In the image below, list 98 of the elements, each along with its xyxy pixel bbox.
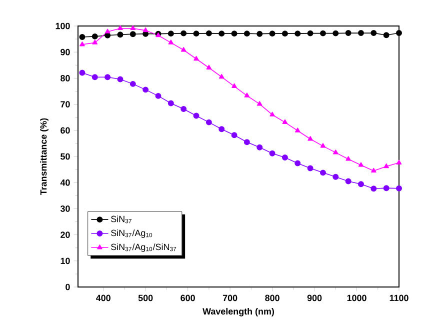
point (79, 70, 86, 76)
y-tick-label: 10 (60, 258, 70, 264)
point (358, 162, 364, 167)
point (232, 83, 237, 88)
point (345, 30, 352, 36)
x-tick-label: 500 (138, 294, 153, 302)
point (294, 128, 300, 132)
x-tick-label: 1100 (390, 294, 408, 302)
y-tick-label: 100 (56, 22, 70, 30)
x-tick-label: 900 (307, 294, 322, 302)
x-tick-label: 1000 (347, 294, 366, 302)
point (218, 30, 225, 37)
legend-label: SiN$_{37}$/Ag$_{10}$ (111, 230, 152, 238)
point (332, 30, 339, 36)
point (117, 32, 124, 38)
y-tick-label: 80 (60, 75, 70, 82)
point (168, 30, 174, 37)
point (92, 40, 98, 44)
point (206, 119, 212, 126)
point (194, 56, 199, 61)
point (358, 30, 364, 36)
point (180, 106, 187, 112)
point (308, 136, 313, 141)
point (92, 33, 98, 40)
point (307, 30, 314, 36)
point (269, 30, 276, 37)
point (79, 34, 86, 40)
y-tick-label: 90 (60, 48, 70, 56)
y-tick-label: 60 (60, 127, 70, 134)
point (294, 160, 301, 166)
point (231, 132, 238, 138)
point (231, 30, 238, 37)
point (142, 86, 149, 93)
point (333, 150, 338, 154)
point (396, 185, 402, 192)
point (218, 126, 225, 132)
point (142, 27, 148, 32)
x-tick-label: 800 (265, 294, 280, 302)
point (307, 165, 314, 172)
point (358, 181, 364, 188)
point (206, 64, 212, 70)
y-axis-title: Transmittance (%) (40, 118, 48, 196)
y-tick-label: 20 (60, 232, 70, 238)
y-tick-label: 40 (60, 179, 70, 186)
point (332, 174, 339, 180)
point (282, 30, 288, 37)
legend-label: SiN$_{37}$/Ag$_{10}$/SiN$_{37}$ (111, 244, 176, 252)
point (346, 156, 351, 161)
point (244, 139, 250, 146)
point (256, 30, 263, 37)
x-tick-label: 600 (180, 294, 195, 302)
x-tick-label: 400 (96, 294, 110, 302)
point (320, 30, 326, 36)
point (370, 30, 377, 36)
point (193, 30, 200, 37)
point (396, 30, 402, 36)
point (206, 30, 212, 36)
point (384, 163, 389, 168)
point (282, 154, 288, 161)
point (282, 119, 288, 124)
y-tick-label: 30 (60, 206, 70, 212)
point (270, 112, 275, 116)
point (80, 42, 85, 46)
point (383, 185, 390, 192)
point (117, 76, 124, 82)
legend-label: SiN$_{37}$ (111, 216, 132, 224)
point (130, 31, 136, 38)
y-tick-label: 50 (60, 153, 70, 160)
point (118, 25, 123, 30)
point (320, 143, 326, 148)
point (256, 101, 262, 106)
point (168, 40, 174, 44)
y-tick-label: 70 (60, 101, 70, 108)
point (104, 74, 111, 80)
point (396, 160, 402, 164)
point (168, 100, 174, 106)
point (92, 74, 98, 80)
point (370, 186, 377, 192)
point (383, 32, 390, 38)
point (244, 30, 250, 37)
point (180, 47, 186, 52)
point (244, 92, 250, 98)
point (345, 178, 352, 184)
point (130, 25, 136, 30)
point (294, 30, 301, 37)
point (371, 168, 376, 173)
y-tick-label: 0 (66, 284, 70, 290)
point (155, 92, 162, 99)
point (320, 170, 326, 176)
point (180, 30, 187, 36)
point (269, 150, 276, 156)
point (104, 28, 110, 34)
x-tick-label: 700 (222, 294, 238, 302)
x-axis-title: Wavelength (nm) (202, 308, 274, 316)
point (193, 112, 200, 119)
point (218, 74, 224, 79)
point (130, 80, 136, 87)
point (256, 144, 263, 150)
